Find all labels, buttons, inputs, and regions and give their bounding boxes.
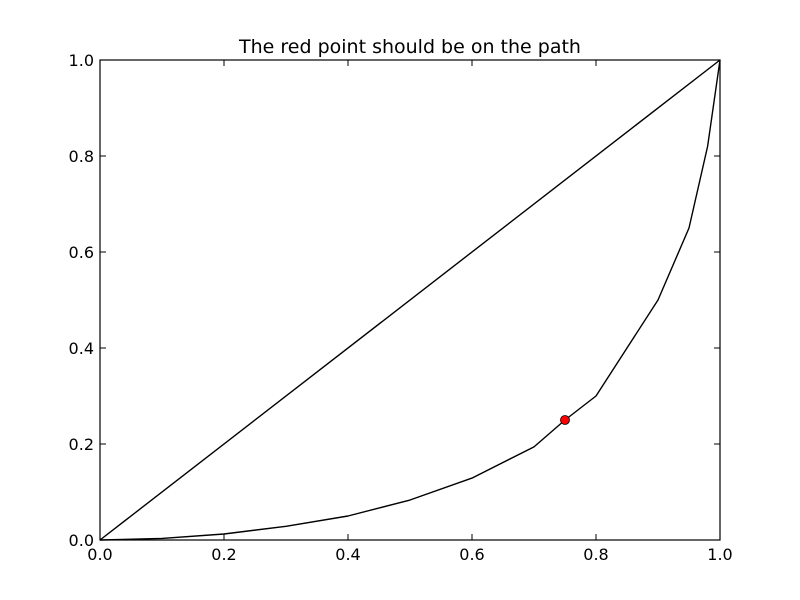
series-line-1 bbox=[99, 59, 721, 541]
red-point bbox=[560, 415, 570, 425]
y-tick-label: 1.0 bbox=[69, 51, 94, 70]
x-tick-label: 0.8 bbox=[583, 545, 608, 564]
x-tick-label: 1.0 bbox=[707, 545, 732, 564]
y-tick-label: 0.6 bbox=[69, 243, 94, 262]
y-tick-label: 0.2 bbox=[69, 435, 94, 454]
x-tick-label: 0.4 bbox=[335, 545, 360, 564]
x-tick-label: 0.0 bbox=[87, 545, 112, 564]
x-tick-label: 0.6 bbox=[459, 545, 484, 564]
points-layer bbox=[560, 415, 570, 425]
series-layer bbox=[99, 59, 721, 541]
x-tick-label: 0.2 bbox=[211, 545, 236, 564]
plot-frame bbox=[99, 59, 721, 541]
y-tick-label: 0.8 bbox=[69, 147, 94, 166]
y-tick-label: 0.4 bbox=[69, 339, 94, 358]
chart-title: The red point should be on the path bbox=[238, 36, 581, 58]
series-line-0 bbox=[99, 59, 721, 541]
y-tick-label: 0.0 bbox=[69, 531, 94, 550]
